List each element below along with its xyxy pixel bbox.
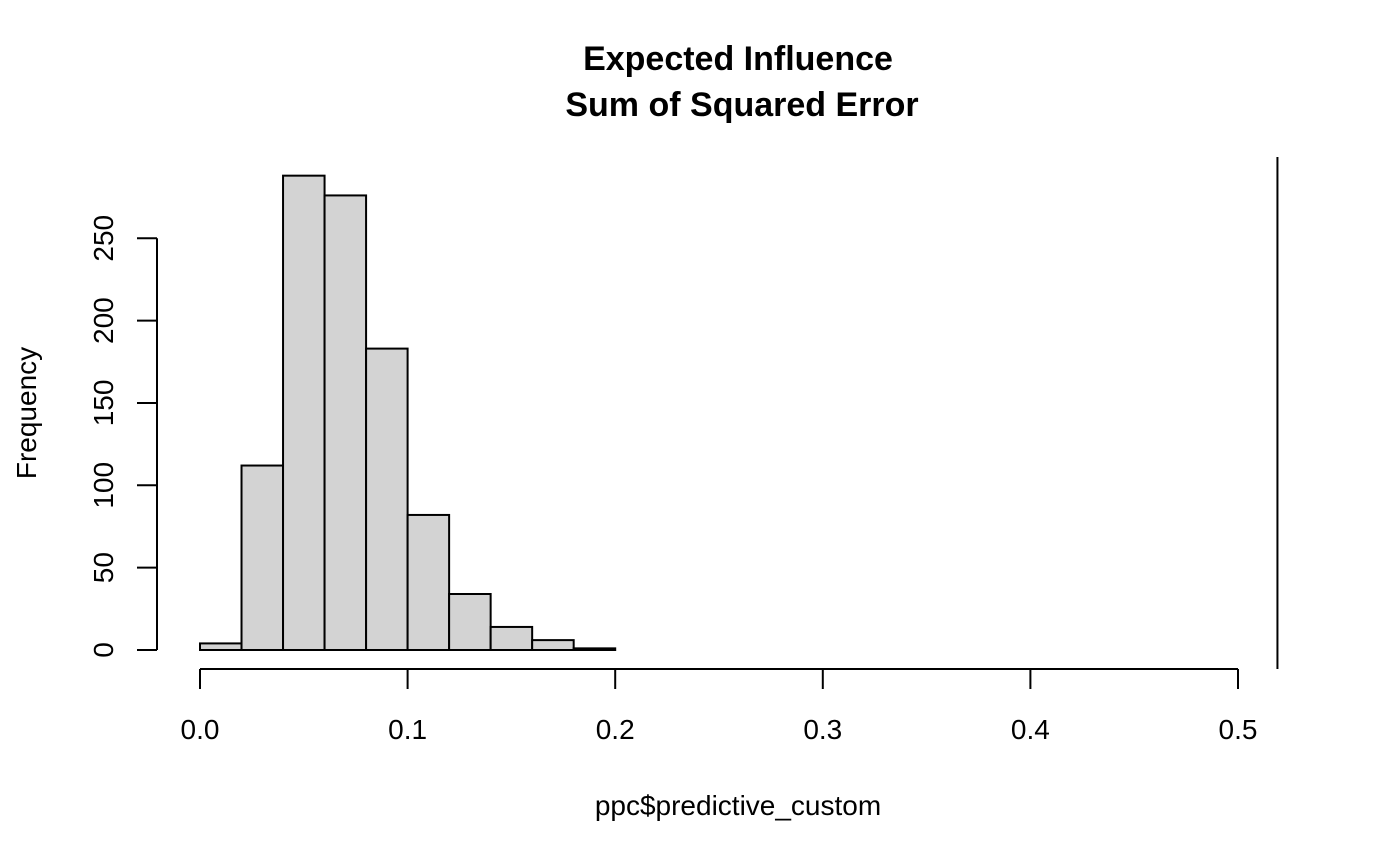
histogram-bar	[282, 174, 326, 651]
histogram-bar	[489, 625, 534, 652]
x-tick-label: 0.1	[388, 714, 427, 745]
histogram-bar	[365, 347, 409, 651]
x-tick-label: 0.2	[596, 714, 635, 745]
x-tick-label: 0.3	[803, 714, 842, 745]
x-axis: 0.0 0.1 0.2 0.3 0.4 0.5	[181, 668, 1258, 745]
histogram-bar	[323, 194, 368, 651]
x-tick-label: 0.4	[1011, 714, 1050, 745]
y-tick-label: 200	[88, 297, 119, 344]
histogram-bar	[531, 639, 575, 651]
histogram-bar	[406, 513, 451, 651]
y-tick-label: 50	[88, 552, 119, 583]
y-axis-label: Frequency	[11, 347, 42, 479]
histogram-bars	[199, 174, 617, 652]
y-tick-label: 100	[88, 462, 119, 509]
histogram-bar	[240, 464, 285, 652]
y-tick-label: 250	[88, 215, 119, 262]
histogram-bar	[572, 647, 617, 652]
x-tick-label: 0.5	[1219, 714, 1258, 745]
y-tick-label: 150	[88, 380, 119, 427]
y-axis: 0 50 100 150 200 250	[88, 215, 158, 658]
x-tick-label: 0.0	[181, 714, 220, 745]
histogram-bar	[448, 593, 492, 652]
histogram-bar	[199, 642, 243, 651]
x-axis-label: ppc$predictive_custom	[595, 790, 881, 821]
y-tick-label: 0	[88, 642, 119, 658]
chart-subtitle: Sum of Squared Error	[565, 86, 918, 124]
chart-title: Expected Influence	[583, 40, 893, 78]
